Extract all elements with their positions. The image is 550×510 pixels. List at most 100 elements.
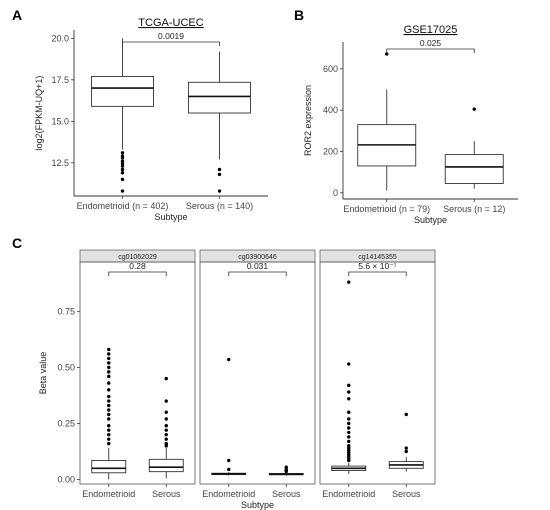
panel-b-ytick-label-2: 400: [323, 105, 338, 115]
panel-c-ytick-label-1: 0.25: [57, 418, 75, 428]
panel-c-facet-0-box-0-outlier-1: [107, 352, 111, 356]
panel-a-ytick-label-1: 15.0: [51, 116, 69, 126]
panel-a-ytick-label-0: 12.5: [51, 158, 69, 168]
panel-b-ytick-label-1: 200: [323, 146, 338, 156]
panel-c-facet-0-box-1-outlier-6: [164, 432, 168, 437]
panel-c-facet-0-box-0-outlier-16: [107, 428, 111, 432]
panel-b-box-0-outlier-0: [385, 52, 389, 56]
panel-c-facet-2-box-1-outlier-1: [404, 446, 408, 450]
panel-c-facet-2-box-0-outlier-11: [347, 439, 351, 444]
panel-c-facet-2-box-0-outlier-3: [347, 390, 351, 394]
panel-a-p-value: 0.0019: [158, 31, 184, 41]
panel-a-box-1-outlier-0: [217, 167, 222, 172]
panel-c-facet-0-xtick-label-0: Endometrioid: [82, 489, 135, 499]
panel-b-box-1-outlier-0: [472, 107, 476, 111]
panel-c-facet-2-box-0-outlier-2: [347, 383, 351, 388]
panel-c-ytick-label-3: 0.75: [57, 306, 75, 316]
panel-a-box-0-outlier-4: [120, 161, 125, 166]
panel-c-facet-0-box-0-outlier-3: [107, 361, 111, 365]
panel-c-facet-2-xtick-label-1: Serous: [392, 489, 421, 499]
panel-c-facet-0-box-0-outlier-12: [107, 408, 111, 412]
panel-a-box-0-outlier-8: [120, 177, 125, 182]
panel-c-facet-0-box-1-outlier-9: [164, 444, 168, 448]
panel-a-ytick-label-3: 20.0: [51, 33, 69, 43]
panel-c-facet-2-box-1-outlier-0: [404, 412, 408, 417]
panel-a-xtick-label-1: Serous (n = 140): [186, 201, 253, 211]
panel-a-ytick-label-2: 17.5: [51, 75, 69, 85]
panel-b-xtick-label-0: Endometrioid (n = 79): [343, 204, 430, 214]
panel-c-facet-2-box-0-outlier-9: [347, 430, 351, 435]
panel-a-xtick-label-0: Endometrioid (n = 402): [77, 201, 169, 211]
panel-b-bracket: [386, 48, 475, 53]
panel-label-a: A: [12, 7, 22, 23]
panel-c-facet-0-box-0-outlier-10: [107, 399, 111, 403]
panel-c-facet-2-frame: [319, 261, 436, 485]
panel-a-box-1-outlier-2: [217, 189, 222, 193]
panel-c-facet-0-box-0-outlier-0: [107, 347, 111, 352]
panel-c-facet-1-xtick-label-1: Serous: [272, 489, 301, 499]
panel-a-ylabel: log2(FPKM-UQ+1): [34, 76, 44, 151]
panel-c-facet-0-bracket: [108, 271, 167, 276]
panel-a-box-0-outlier-0: [120, 151, 125, 155]
panel-label-c: C: [12, 235, 22, 251]
panel-c-facet-0-box-1-outlier-0: [164, 376, 168, 381]
panel-c-ytick-label-0: 0.00: [57, 475, 75, 485]
panel-c-facet-2-box-0-outlier-10: [347, 435, 351, 439]
panel-a-box-0-outlier-7: [120, 171, 125, 175]
panel-a-box-1-outlier-1: [217, 172, 222, 177]
panel-a-bracket: [122, 41, 220, 46]
panel-c-facet-0-box-1-outlier-5: [164, 428, 168, 432]
plot-layer: 12.5 15.0 17.5 20.0 Endometrioid (n = 402) Se…: [34, 17, 518, 510]
panel-a-box-0-outlier-9: [120, 189, 125, 193]
panel-c-facet-2-box-0-outlier-0: [347, 280, 351, 284]
panel-c-xlabel: Subtype: [241, 500, 274, 510]
panel-c-facet-1-frame: [199, 261, 316, 485]
panel-c-facet-2-box-0-outlier-4: [347, 397, 351, 401]
panel-c-facet-0-box-0-outlier-9: [107, 394, 111, 399]
panel-c-facet-0-box-0-outlier-8: [107, 388, 111, 392]
panel-c-facet-0-box-1-box: [148, 458, 184, 473]
panel-c-facet-2-strip-label: cg14145355: [358, 254, 397, 261]
panel-c-facet-0-box-1-outlier-4: [164, 423, 168, 428]
panel-c-facet-0-box-1-outlier-7: [164, 437, 168, 441]
panel-a-box-0-outlier-6: [120, 167, 125, 172]
panel-c-facet-1-box-1-outlier-3: [284, 469, 288, 474]
panel-c-facet-0-frame: [79, 261, 196, 485]
panel-c-facet-2-box-0-outlier-1: [347, 362, 351, 366]
panel-c-facet-0-xtick-label-1: Serous: [152, 489, 181, 499]
panel-c-facet-2-box-0-outlier-19: [347, 458, 351, 463]
panel-c-facet-0-box-0-outlier-11: [107, 403, 111, 408]
panel-b-ylabel: ROR2 expression: [303, 85, 313, 156]
panel-c-facet-2-box-0-outlier-7: [347, 421, 351, 426]
panel-c-facet-1-strip-label: cg03900646: [238, 254, 277, 261]
panel-c-facet-0-box-0-outlier-19: [107, 441, 111, 446]
panel-c-facet-0-box-0-box: [91, 460, 127, 474]
panel-c-ylabel: Beta value: [38, 352, 48, 395]
panel-b-xlabel: Subtype: [414, 215, 447, 225]
panel-c-facet-1-box-0-outlier-1: [227, 458, 231, 463]
panel-a-box-0-outlier-5: [120, 164, 125, 168]
panel-c-facet-0-strip-label: cg01062029: [118, 254, 157, 261]
panel-a-xlabel: Subtype: [154, 212, 187, 222]
panel-c-facet-2-p-value: 5.6 × 10⁻⁷: [358, 261, 397, 271]
panel-b-p-value: 0.025: [420, 38, 442, 48]
panel-c-facet-0-p-value: 0.28: [129, 261, 146, 271]
panel-c-facet-0-box-1-outlier-3: [164, 417, 168, 421]
panel-c-facet-1-box-0-outlier-2: [227, 467, 231, 472]
panel-a-title: TCGA-UCEC: [138, 17, 203, 29]
panel-a-box-0-outlier-2: [120, 156, 125, 160]
panel-b-xtick-label-1: Serous (n = 12): [443, 204, 505, 214]
panel-b-title: GSE17025: [404, 24, 458, 36]
panel-c-facet-0-box-0-outlier-18: [107, 437, 111, 441]
panel-c-facet-0-box-1-outlier-2: [164, 410, 168, 414]
panel-c-facet-2-box-0-outlier-8: [347, 426, 351, 430]
panel-c-facet-0-box-0-outlier-4: [107, 365, 111, 370]
panel-a-box-1-box: [188, 81, 251, 114]
panel-c-facet-2-box-0-outlier-6: [347, 417, 351, 421]
panel-c-facet-0-box-0-outlier-6: [107, 374, 111, 379]
panel-b-box-1-box: [444, 154, 504, 184]
panel-c-facet-0-box-0-outlier-2: [107, 356, 111, 361]
panel-c-facet-2-box-0-outlier-5: [347, 410, 351, 414]
